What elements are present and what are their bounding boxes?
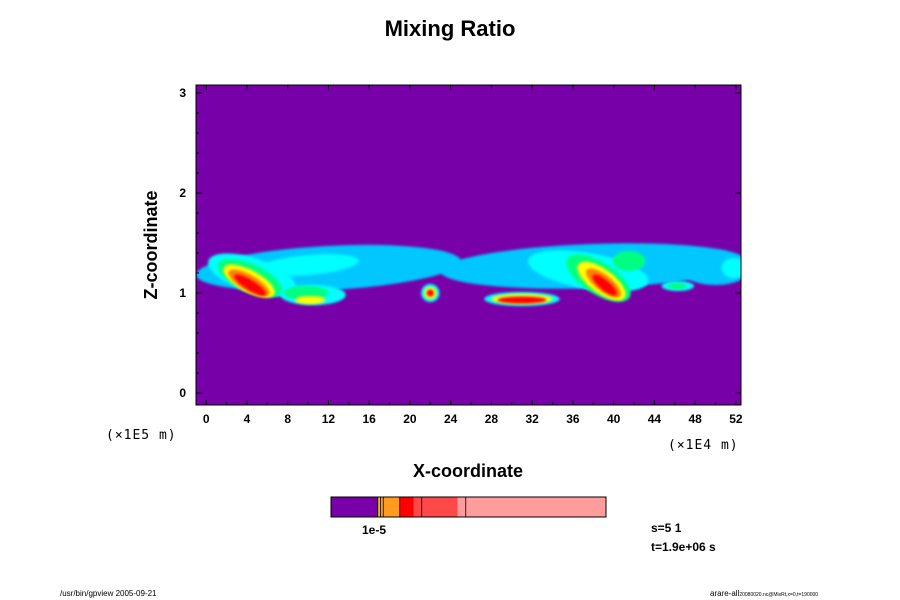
y-axis-label: Z-coordinate xyxy=(141,190,161,299)
y-tick-label: 2 xyxy=(179,186,186,200)
colorbar-segment xyxy=(399,497,414,517)
plume-contour xyxy=(612,251,646,271)
colorbar-segment xyxy=(380,497,384,517)
x-tick-label: 44 xyxy=(648,412,662,426)
plume-contour xyxy=(667,283,686,289)
x-tick-label: 36 xyxy=(566,412,580,426)
plume-contour xyxy=(426,289,434,297)
info-s: s=5 1 xyxy=(651,521,682,535)
colorbar-segment xyxy=(383,497,386,517)
footer-right-main: arare-all xyxy=(710,589,740,598)
plume-contour xyxy=(257,254,359,276)
plume-layer xyxy=(196,243,741,306)
x-tick-label: 28 xyxy=(485,412,499,426)
info-t: t=1.9e+06 s xyxy=(651,540,716,554)
x-tick-label: 48 xyxy=(688,412,702,426)
colorbar-segment xyxy=(457,497,606,517)
colorbar-segment xyxy=(413,497,458,517)
x-tick-label: 20 xyxy=(403,412,417,426)
x-axis-label: X-coordinate xyxy=(412,461,523,481)
plume-contour xyxy=(592,274,617,296)
colorbar-labels: 1e-5 xyxy=(362,523,387,537)
x-tick-label: 4 xyxy=(244,412,251,426)
plume-contour xyxy=(294,296,326,304)
plume-contour xyxy=(234,274,266,296)
x-axis-ticks: 0 4 8 12 16 20 24 28 32 36 40 44 48 52 xyxy=(203,85,743,426)
x-tick-label: 16 xyxy=(362,412,376,426)
colorbar xyxy=(330,496,607,518)
x-tick-label: 8 xyxy=(284,412,291,426)
footer-left: /usr/bin/gpview 2005-09-21 xyxy=(60,589,157,598)
x-tick-label: 32 xyxy=(525,412,539,426)
x-tick-label: 12 xyxy=(322,412,336,426)
y-tick-label: 1 xyxy=(179,286,186,300)
colorbar-frame xyxy=(330,496,607,518)
x-scale-label: (×1E4 m) xyxy=(668,438,739,453)
footer-right: arare-all20080020.nc@MixRt,x=0,t=190000 xyxy=(710,589,818,598)
y-tick-label: 3 xyxy=(179,86,186,100)
y-axis-ticks: 0 1 2 3 xyxy=(179,86,741,400)
x-tick-label: 40 xyxy=(607,412,621,426)
colorbar-segment xyxy=(386,497,400,517)
x-tick-label: 0 xyxy=(203,412,210,426)
plot-frame xyxy=(195,84,742,406)
x-tick-label: 52 xyxy=(729,412,743,426)
y-scale-label: (×1E5 m) xyxy=(106,428,177,443)
y-tick-label: 0 xyxy=(179,386,186,400)
colorbar-segment xyxy=(331,497,378,517)
footer-right-sub: 20080020.nc@MixRt,x=0,t=190000 xyxy=(739,592,819,598)
colorbar-segment xyxy=(377,497,381,517)
plume-contour xyxy=(721,258,741,278)
chart-title: Mixing Ratio xyxy=(384,16,516,41)
plume-contour xyxy=(497,296,547,304)
x-tick-label: 24 xyxy=(444,412,458,426)
